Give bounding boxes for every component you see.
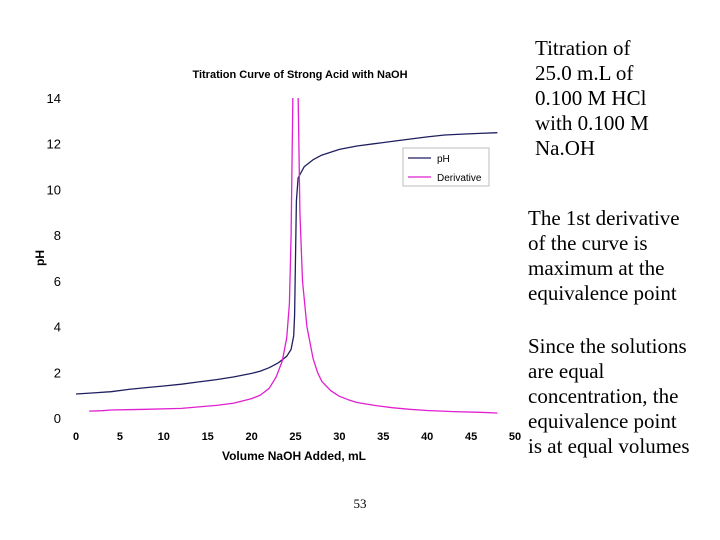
legend-ph-label: pH [437,154,450,165]
legend: pH Derivative [402,147,490,187]
y-tick-label: 4 [54,320,61,335]
x-tick-label: 15 [202,431,214,443]
note-line: is at equal volumes [528,434,690,458]
y-tick-label: 10 [47,182,61,197]
note-line: Titration of [535,36,631,60]
page-number: 53 [353,496,367,511]
note-line: equivalence point [528,281,677,305]
ph-curve [76,132,498,395]
y-tick-labels: 0 2 4 6 8 10 12 14 [47,91,61,426]
note-line: 0.100 M HCl [535,86,647,110]
x-tick-label: 10 [158,431,170,443]
chart-title: Titration Curve of Strong Acid with NaOH [192,69,407,81]
note-line: The 1st derivative [528,206,680,230]
x-tick-label: 45 [465,431,477,443]
y-tick-label: 2 [54,365,61,380]
x-tick-label: 5 [117,431,123,443]
y-tick-label: 8 [54,228,61,243]
x-axis-label: Volume NaOH Added, mL [222,449,366,463]
note-line: equivalence point [528,409,677,433]
x-tick-label: 30 [333,431,345,443]
y-tick-label: 14 [47,91,61,106]
legend-derivative-label: Derivative [437,173,482,184]
x-tick-label: 40 [421,431,433,443]
legend-box [402,147,490,187]
derivative-explanation: The 1st derivative of the curve is maximum… [528,206,680,306]
x-tick-labels: 0 5 10 15 20 25 30 35 40 45 50 [73,431,521,443]
x-tick-label: 35 [377,431,389,443]
note-line: maximum at the [528,256,665,280]
x-tick-label: 0 [73,431,79,443]
note-line: concentration, the [528,384,679,408]
x-tick-label: 50 [509,431,521,443]
y-tick-label: 0 [54,411,61,426]
y-tick-label: 12 [47,137,61,152]
note-line: Na.OH [535,136,596,160]
note-line: of the curve is [528,231,648,255]
note-line: Since the solutions [528,334,687,358]
y-axis-label: pH [33,250,47,266]
plot-area [76,98,498,414]
equal-volumes-explanation: Since the solutions are equal concentratio… [528,334,690,459]
titration-description: Titration of 25.0 m.L of 0.100 M HCl with 0… [535,36,649,161]
note-line: with 0.100 M [535,111,649,135]
x-tick-label: 20 [245,431,257,443]
note-line: are equal [528,359,605,383]
note-line: 25.0 m.L of [535,61,634,85]
derivative-curve [89,98,498,414]
y-tick-label: 6 [54,274,61,289]
x-tick-label: 25 [289,431,301,443]
